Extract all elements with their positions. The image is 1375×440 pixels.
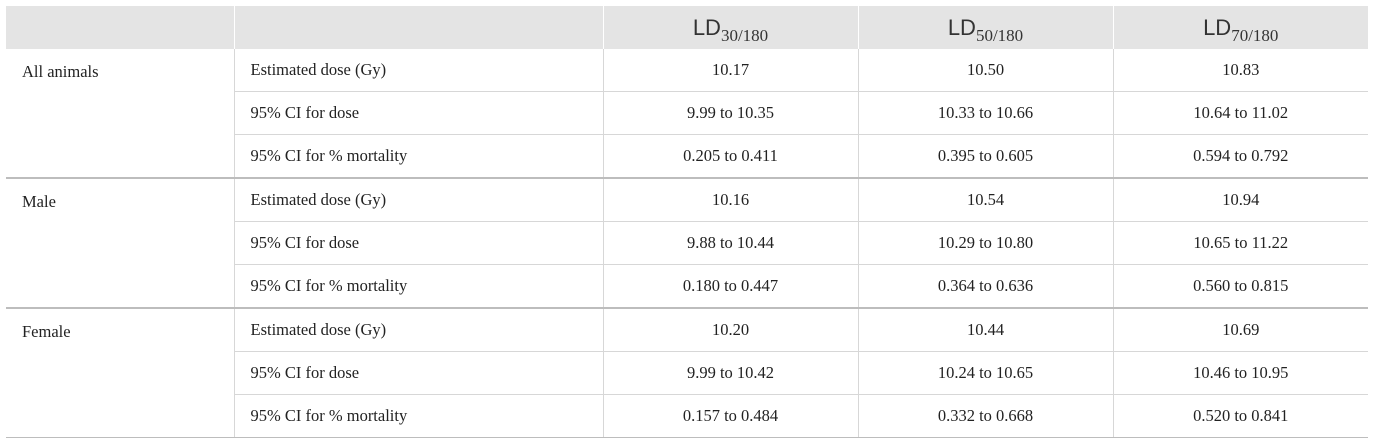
value-ld50: 10.24 to 10.65 <box>857 351 1113 395</box>
group-label-all-animals: All animals <box>6 49 234 179</box>
header-ld30-base: LD <box>692 14 721 40</box>
table-row: 95% CI for dose 9.99 to 10.42 10.24 to 1… <box>6 351 1368 395</box>
value-ld50: 0.364 to 0.636 <box>857 264 1113 309</box>
metric-label: 95% CI for % mortality <box>233 394 603 438</box>
table-row: 95% CI for % mortality 0.180 to 0.447 0.… <box>6 264 1368 309</box>
header-ld30: LD30/180 <box>602 6 858 49</box>
value-ld50: 0.395 to 0.605 <box>857 134 1113 179</box>
value-ld30: 10.16 <box>602 178 858 222</box>
metric-label: 95% CI for dose <box>233 91 603 135</box>
value-ld50: 10.50 <box>857 49 1113 92</box>
table-row: Male Estimated dose (Gy) 10.16 10.54 10.… <box>6 178 1368 309</box>
table-row: 95% CI for dose 9.88 to 10.44 10.29 to 1… <box>6 221 1368 265</box>
table-row: 95% CI for % mortality 0.157 to 0.484 0.… <box>6 394 1368 438</box>
header-ld50-subscript: 50/180 <box>975 25 1024 45</box>
header-ld70-subscript: 70/180 <box>1231 25 1279 45</box>
table-row: All animals Estimated dose (Gy) 10.17 10… <box>6 49 1368 179</box>
header-empty-metric <box>233 6 603 49</box>
header-row: LD30/180 LD50/180 LD70/180 <box>6 6 1368 49</box>
group-label-female: Female <box>6 308 234 438</box>
value-ld50: 10.54 <box>857 178 1113 222</box>
metric-label: Estimated dose (Gy) <box>233 308 603 352</box>
table-row: 95% CI for dose 9.99 to 10.35 10.33 to 1… <box>6 91 1368 135</box>
value-ld70: 10.83 <box>1112 49 1368 92</box>
value-ld70: 10.64 to 11.02 <box>1112 91 1368 135</box>
metric-label: Estimated dose (Gy) <box>233 178 603 222</box>
header-ld70-base: LD <box>1203 14 1232 40</box>
metric-label: 95% CI for % mortality <box>233 264 603 309</box>
metric-label: 95% CI for % mortality <box>233 134 603 179</box>
metric-label: 95% CI for dose <box>233 221 603 265</box>
value-ld70: 10.46 to 10.95 <box>1112 351 1368 395</box>
value-ld70: 10.69 <box>1112 308 1368 352</box>
value-ld50: 0.332 to 0.668 <box>857 394 1113 438</box>
value-ld50: 10.33 to 10.66 <box>857 91 1113 135</box>
table-row: Female Estimated dose (Gy) 10.20 10.44 1… <box>6 308 1368 438</box>
group-label-male: Male <box>6 178 234 309</box>
value-ld70: 0.594 to 0.792 <box>1112 134 1368 179</box>
value-ld70: 0.520 to 0.841 <box>1112 394 1368 438</box>
value-ld30: 9.88 to 10.44 <box>602 221 858 265</box>
value-ld30: 10.17 <box>602 49 858 92</box>
value-ld70: 0.560 to 0.815 <box>1112 264 1368 309</box>
value-ld30: 0.205 to 0.411 <box>602 134 858 179</box>
ld-estimates-table: LD30/180 LD50/180 LD70/180 All animals E… <box>6 6 1368 438</box>
table-row: 95% CI for % mortality 0.205 to 0.411 0.… <box>6 134 1368 179</box>
header-ld50-base: LD <box>947 14 976 40</box>
value-ld30: 0.180 to 0.447 <box>602 264 858 309</box>
value-ld70: 10.94 <box>1112 178 1368 222</box>
value-ld30: 0.157 to 0.484 <box>602 394 858 438</box>
value-ld30: 9.99 to 10.42 <box>602 351 858 395</box>
header-ld30-subscript: 30/180 <box>720 25 769 45</box>
header-ld70: LD70/180 <box>1112 6 1368 49</box>
value-ld50: 10.29 to 10.80 <box>857 221 1113 265</box>
header-empty-group <box>6 6 234 49</box>
value-ld30: 10.20 <box>602 308 858 352</box>
header-ld50: LD50/180 <box>857 6 1113 49</box>
metric-label: Estimated dose (Gy) <box>233 49 603 92</box>
value-ld50: 10.44 <box>857 308 1113 352</box>
value-ld30: 9.99 to 10.35 <box>602 91 858 135</box>
value-ld70: 10.65 to 11.22 <box>1112 221 1368 265</box>
metric-label: 95% CI for dose <box>233 351 603 395</box>
